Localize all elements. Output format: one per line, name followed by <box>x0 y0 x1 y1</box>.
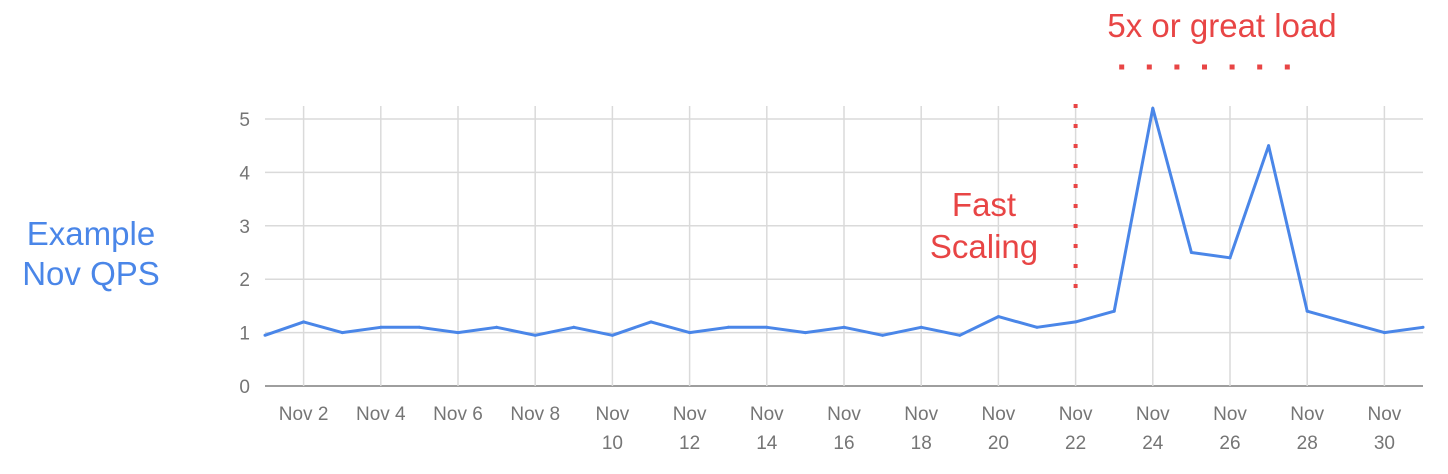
x-tick-label: Nov 30 <box>1368 404 1402 454</box>
data-point <box>533 333 537 337</box>
y-tick-label: 2 <box>239 270 250 291</box>
data-point <box>263 333 267 337</box>
data-point <box>726 325 730 329</box>
load-label: 5x or great load <box>1107 7 1336 44</box>
data-point <box>1382 331 1386 335</box>
data-point <box>649 320 653 324</box>
data-point <box>1151 106 1155 110</box>
y-axis-label-line-2: Nov QPS <box>22 255 160 292</box>
data-point <box>1189 251 1193 254</box>
data-point <box>1267 144 1271 148</box>
data-point <box>610 333 614 337</box>
data-point <box>688 331 692 335</box>
x-tick-label: Nov 10 <box>596 404 630 454</box>
x-tick-label: Nov 26 <box>1213 404 1247 454</box>
data-point <box>765 325 769 329</box>
x-tick-labels: Nov 2 Nov 4 Nov 6 Nov 8 Nov 10 Nov 12 Nov 14 Nov 16… <box>279 404 1402 454</box>
data-point <box>919 325 923 329</box>
x-tick-label: Nov 28 <box>1290 404 1324 454</box>
x-tick-label: Nov 22 <box>1059 404 1093 454</box>
fast-scaling-label: Fast Scaling <box>930 186 1038 265</box>
x-tick-label: Nov 14 <box>750 404 784 454</box>
data-point <box>842 325 846 329</box>
data-point <box>572 325 576 329</box>
data-point <box>456 331 460 335</box>
y-tick-label: 1 <box>239 324 250 345</box>
y-axis-label-line-1: Example <box>26 215 156 252</box>
y-tick-label: 3 <box>239 217 250 238</box>
data-point <box>495 325 499 329</box>
data-point <box>1228 256 1232 260</box>
x-tick-label: Nov 8 <box>510 404 560 425</box>
data-point <box>1305 309 1309 313</box>
data-point <box>302 320 306 324</box>
x-tick-label: Nov 2 <box>279 404 329 425</box>
x-tick-label: Nov 6 <box>433 404 483 425</box>
grid <box>265 106 1423 387</box>
y-tick-labels: 0 1 2 3 4 5 <box>239 110 250 398</box>
y-tick-label: 5 <box>239 110 250 131</box>
series-layer <box>263 106 1425 337</box>
y-tick-label: 0 <box>239 377 250 398</box>
data-point <box>1035 325 1039 329</box>
data-point <box>803 331 807 335</box>
data-point <box>881 333 885 337</box>
data-point <box>417 325 421 329</box>
x-tick-label: Nov 20 <box>982 404 1016 454</box>
data-point <box>1421 325 1425 329</box>
data-point <box>958 333 962 337</box>
data-point <box>340 331 344 335</box>
y-tick-label: 4 <box>239 163 250 184</box>
x-tick-label: Nov 24 <box>1136 404 1170 454</box>
data-point <box>1344 320 1348 324</box>
data-point <box>379 325 383 329</box>
y-axis-label: Example Nov QPS <box>0 214 182 294</box>
x-tick-label: Nov 12 <box>673 404 707 454</box>
annotations: Fast Scaling 5x or great load <box>930 7 1337 302</box>
data-point <box>996 315 1000 319</box>
x-tick-label: Nov 18 <box>904 404 938 454</box>
data-point <box>1112 309 1116 313</box>
x-tick-label: Nov 16 <box>827 404 861 454</box>
x-tick-label: Nov 4 <box>356 404 406 425</box>
data-point <box>1074 320 1078 324</box>
